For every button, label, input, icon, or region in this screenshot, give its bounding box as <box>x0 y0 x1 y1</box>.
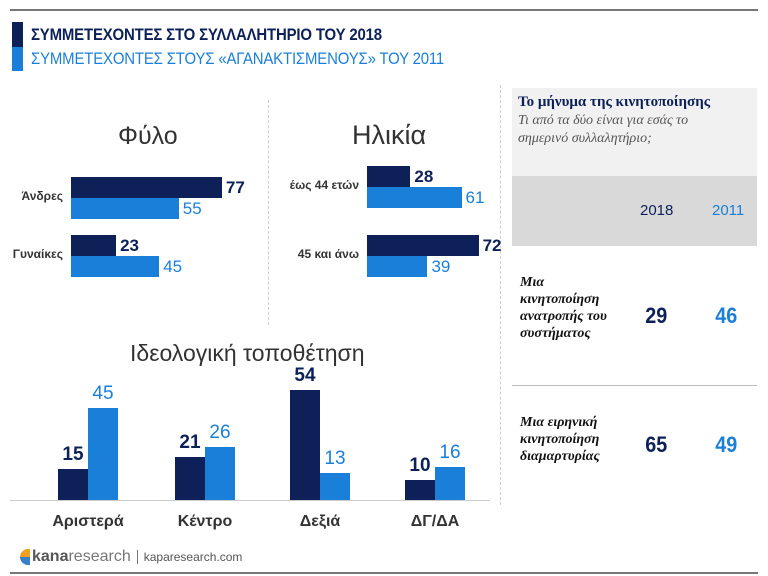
ideology-bar-2018 <box>58 469 88 500</box>
panel-header: Το μήνυμα της κινητοποίησης Τι από τα δύ… <box>512 88 757 176</box>
ideology-bar-2011 <box>435 467 465 500</box>
ideology-value-2011: 26 <box>209 421 231 443</box>
bottom-rule <box>10 572 758 574</box>
ideology-bar-2018 <box>405 479 435 500</box>
ideology-title: Ιδεολογική τοποθέτηση <box>130 340 365 366</box>
panel-title: Το μήνυμα της κινητοποίησης <box>518 94 711 110</box>
gender-bar-2011 <box>71 198 179 219</box>
legend-2011: ΣΥΜΜΕΤΕΧΟΝΤΕΣ ΣΤΟΥΣ «ΑΓΑΝΑΚΤΙΣΜΕΝΟΥΣ» ΤΟ… <box>31 49 445 68</box>
age-value-2018: 28 <box>414 167 434 186</box>
legend-swatch-2011 <box>12 47 23 71</box>
legend-2018: ΣΥΜΜΕΤΕΧΟΝΤΕΣ ΣΤΟ ΣΥΛΛΑΛΗΤΗΡΙΟ ΤΟΥ 2018 <box>31 25 382 44</box>
ideology-bar-2011 <box>205 446 235 500</box>
gender-value-2018: 23 <box>120 236 139 255</box>
footer-url: kaparesearch.com <box>143 550 243 564</box>
age-value-2011: 39 <box>431 257 451 276</box>
ideology-baseline <box>10 500 490 501</box>
age-title: Ηλικία <box>352 120 427 150</box>
age-row-label: έως 44 ετών <box>289 178 359 192</box>
ideology-bar-2018 <box>175 457 205 500</box>
panel-row-label: Μια ειρηνική κινητοποίηση διαμαρτυρίας <box>520 415 600 464</box>
ideology-value-2018: 10 <box>409 454 431 476</box>
age-bar-2011 <box>367 187 462 208</box>
divider <box>500 85 501 505</box>
age-value-2018: 72 <box>482 236 502 255</box>
panel-value-2011: 46 <box>715 303 738 328</box>
ideology-value-2018: 21 <box>179 432 201 454</box>
gender-bar-2018 <box>71 177 222 198</box>
panel-divider <box>512 385 757 386</box>
logo-brand-b: research <box>68 548 131 565</box>
ideology-value-2011: 45 <box>92 383 114 405</box>
gender-row-label: Άνδρες <box>21 189 63 203</box>
kapa-logo: kana research kaparesearch.com <box>20 548 242 566</box>
gender-value-2011: 55 <box>182 199 202 218</box>
age-bar-2011 <box>367 256 428 277</box>
gender-value-2011: 45 <box>163 257 183 276</box>
ideology-category: Κέντρο <box>177 513 233 530</box>
top-rule <box>10 9 758 11</box>
panel-row-label: Μια κινητοποίηση ανατροπής του συστήματο… <box>520 275 607 341</box>
legend-swatch-2018 <box>12 22 23 47</box>
logo-mark-icon <box>20 549 30 565</box>
logo-brand-a: kana <box>32 548 69 565</box>
ideology-value-2011: 16 <box>439 442 461 464</box>
age-row-label: 45 και άνω <box>297 247 359 261</box>
ideology-value-2018: 15 <box>62 444 84 466</box>
gender-title: Φύλο <box>118 122 178 150</box>
age-bar-2018 <box>367 235 479 256</box>
col-2011: 2011 <box>712 202 745 219</box>
ideology-bar-2018 <box>290 389 320 500</box>
gender-row-label: Γυναίκες <box>12 247 63 261</box>
ideology-category: Αριστερά <box>52 513 124 530</box>
ideology-bar-2011 <box>320 473 350 500</box>
logo-separator <box>136 550 138 564</box>
gender-bar-2018 <box>71 235 117 256</box>
panel-value-2011: 49 <box>715 432 738 457</box>
panel-value-2018: 65 <box>645 432 668 457</box>
ideology-value-2011: 13 <box>324 448 346 470</box>
ideology-bar-2011 <box>88 408 118 500</box>
gender-value-2018: 77 <box>225 178 245 197</box>
age-bar-2018 <box>367 166 411 187</box>
panel-columns: 2018 2011 <box>512 176 757 246</box>
gender-bar-2011 <box>71 256 160 277</box>
ideology-value-2018: 54 <box>294 364 316 386</box>
col-2018: 2018 <box>640 202 674 219</box>
ideology-category: Δεξιά <box>299 513 341 530</box>
ideology-category: ΔΓ/ΔΑ <box>410 513 460 530</box>
divider <box>268 100 269 325</box>
panel-question: Τι από τα δύο είναι για εσάς το σημερινό… <box>518 113 689 146</box>
panel-value-2018: 29 <box>645 303 668 328</box>
age-value-2011: 61 <box>465 188 485 207</box>
